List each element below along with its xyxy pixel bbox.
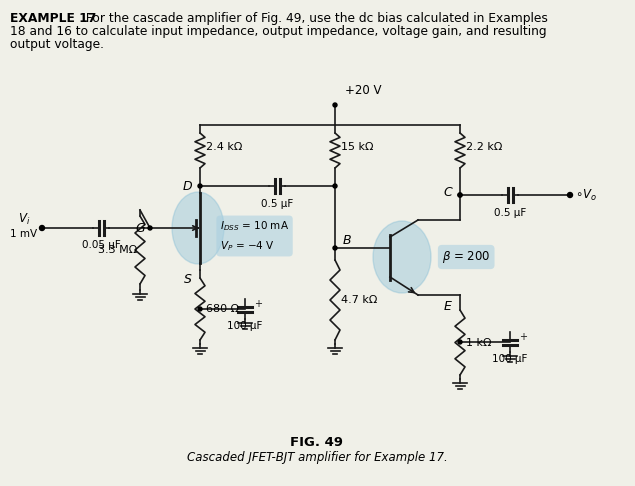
Text: $V_i$: $V_i$: [18, 211, 30, 226]
Text: output voltage.: output voltage.: [10, 38, 104, 51]
Text: 100 μF: 100 μF: [227, 321, 263, 331]
Text: $\beta$ = 200: $\beta$ = 200: [442, 249, 490, 265]
Text: 680 Ω: 680 Ω: [206, 304, 239, 314]
Text: 0.5 μF: 0.5 μF: [494, 208, 526, 218]
Text: 1 mV: 1 mV: [10, 229, 37, 239]
Text: Cascaded JFET-BJT amplifier for Example 17.: Cascaded JFET-BJT amplifier for Example …: [187, 451, 448, 464]
Text: +20 V: +20 V: [345, 84, 382, 97]
Circle shape: [333, 184, 337, 188]
Text: S: S: [184, 273, 192, 286]
Circle shape: [458, 193, 462, 197]
Circle shape: [458, 340, 462, 344]
Circle shape: [148, 226, 152, 230]
Text: B: B: [343, 233, 352, 246]
Text: 15 kΩ: 15 kΩ: [341, 141, 373, 152]
Circle shape: [333, 246, 337, 250]
Circle shape: [39, 226, 44, 230]
Text: +: +: [519, 331, 527, 342]
Text: $\circ V_o$: $\circ V_o$: [575, 188, 597, 203]
Circle shape: [333, 103, 337, 107]
Text: FIG. 49: FIG. 49: [290, 435, 344, 449]
Text: $I_{DSS}$ = 10 mA
$V_P$ = $-$4 V: $I_{DSS}$ = 10 mA $V_P$ = $-$4 V: [220, 219, 289, 253]
Text: 100 μF: 100 μF: [492, 354, 528, 364]
Text: E: E: [444, 300, 452, 313]
Text: 18 and 16 to calculate input impedance, output impedance, voltage gain, and resu: 18 and 16 to calculate input impedance, …: [10, 25, 547, 38]
Circle shape: [568, 192, 573, 197]
Circle shape: [198, 184, 202, 188]
Text: 2.2 kΩ: 2.2 kΩ: [466, 141, 502, 152]
Text: 0.05 μF: 0.05 μF: [82, 240, 121, 250]
Text: 4.7 kΩ: 4.7 kΩ: [341, 295, 377, 305]
Text: For the cascade amplifier of Fig. 49, use the dc bias calculated in Examples: For the cascade amplifier of Fig. 49, us…: [78, 12, 548, 25]
Text: 3.3 MΩ: 3.3 MΩ: [98, 245, 137, 255]
Text: 1 kΩ: 1 kΩ: [466, 337, 491, 347]
Circle shape: [458, 193, 462, 197]
Text: 0.5 μF: 0.5 μF: [261, 199, 293, 209]
Text: +: +: [254, 298, 262, 309]
Circle shape: [198, 307, 202, 311]
Text: G: G: [135, 222, 145, 235]
Text: C: C: [443, 186, 452, 198]
Ellipse shape: [373, 221, 431, 293]
Ellipse shape: [172, 192, 224, 264]
Text: 2.4 kΩ: 2.4 kΩ: [206, 141, 243, 152]
Text: EXAMPLE 17: EXAMPLE 17: [10, 12, 97, 25]
Text: D: D: [182, 179, 192, 192]
